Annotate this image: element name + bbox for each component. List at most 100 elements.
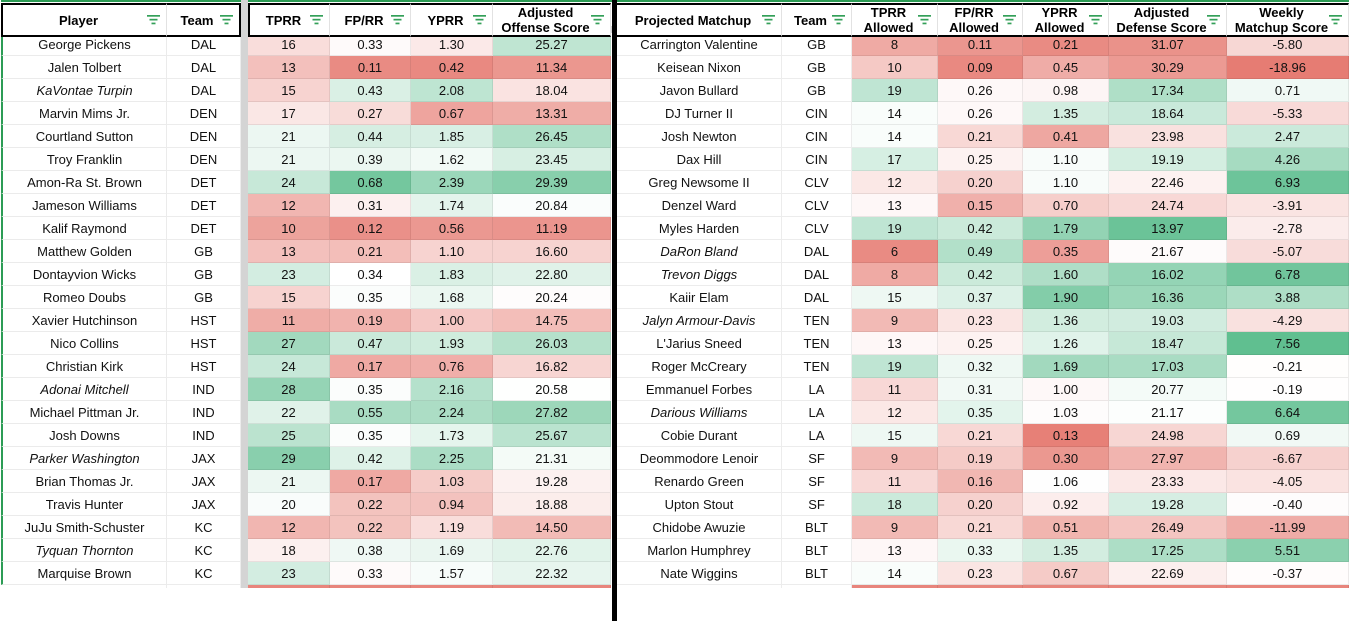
adjusted-defense-score-cell[interactable]: 18.64 [1109, 102, 1227, 125]
yprr-allowed-cell[interactable]: 0.92 [1023, 493, 1109, 516]
fp-rr-cell[interactable]: 0.43 [330, 79, 411, 102]
fp-rr-allowed-cell[interactable]: 0.25 [938, 148, 1023, 171]
weekly-matchup-score-cell[interactable]: 0.71 [1227, 79, 1349, 102]
yprr-allowed-cell[interactable]: 1.10 [1023, 171, 1109, 194]
weekly-matchup-score-cell[interactable]: 3.88 [1227, 286, 1349, 309]
tprr-allowed-cell[interactable]: 12 [852, 401, 938, 424]
filter-icon[interactable] [1003, 14, 1017, 26]
yprr-allowed-cell[interactable]: 0.67 [1023, 562, 1109, 585]
yprr-allowed-cell[interactable]: 1.79 [1023, 217, 1109, 240]
team-cell[interactable]: JAX [167, 447, 241, 470]
tprr-cell[interactable]: 24 [248, 355, 330, 378]
team-cell[interactable]: DET [167, 194, 241, 217]
weekly-matchup-score-cell[interactable]: 6.78 [1227, 263, 1349, 286]
filter-icon[interactable] [310, 14, 324, 26]
adjusted-defense-score-cell[interactable]: 17.25 [1109, 539, 1227, 562]
team-cell[interactable]: BLT [782, 539, 852, 562]
yprr-cell[interactable]: 1.03 [411, 470, 493, 493]
fp-rr-allowed-cell[interactable]: 0.37 [938, 286, 1023, 309]
adjusted-offense-score-cell[interactable]: 21.31 [493, 447, 611, 470]
adjusted-defense-score-cell[interactable]: 22.69 [1109, 562, 1227, 585]
team-cell[interactable]: GB [167, 240, 241, 263]
filter-icon[interactable] [147, 14, 161, 26]
tprr-allowed-cell[interactable]: 19 [852, 79, 938, 102]
yprr-allowed-cell[interactable]: 1.69 [1023, 355, 1109, 378]
weekly-matchup-score-cell[interactable]: -5.80 [1227, 33, 1349, 56]
yprr-cell[interactable]: 1.83 [411, 263, 493, 286]
adjusted-offense-score-cell[interactable]: 16.60 [493, 240, 611, 263]
player-name-cell[interactable]: Matthew Golden [1, 240, 167, 263]
player-name-cell[interactable]: Josh Newton [617, 125, 782, 148]
tprr-cell[interactable]: 27 [248, 332, 330, 355]
fp-rr-cell[interactable]: 0.39 [330, 148, 411, 171]
team-cell[interactable]: TEN [782, 309, 852, 332]
tprr-allowed-cell[interactable]: 11 [852, 378, 938, 401]
yprr-cell[interactable]: 2.25 [411, 447, 493, 470]
tprr-cell[interactable]: 17 [248, 102, 330, 125]
player-name-cell[interactable]: Jalyn Armour-Davis [617, 309, 782, 332]
fp-rr-cell[interactable]: 0.11 [330, 56, 411, 79]
tprr-cell[interactable]: 11 [248, 309, 330, 332]
tprr-allowed-cell[interactable]: 19 [852, 217, 938, 240]
filter-icon[interactable] [591, 14, 605, 26]
adjusted-defense-score-cell[interactable]: 19.03 [1109, 309, 1227, 332]
adjusted-offense-score-cell[interactable]: 11.34 [493, 56, 611, 79]
fp-rr-allowed-cell[interactable]: 0.21 [938, 125, 1023, 148]
filter-icon[interactable] [220, 14, 234, 26]
tprr-cell[interactable]: 21 [248, 148, 330, 171]
fp-rr-cell[interactable]: 0.21 [330, 240, 411, 263]
tprr-allowed-cell[interactable]: 17 [852, 148, 938, 171]
player-name-cell[interactable]: Deommodore Lenoir [617, 447, 782, 470]
player-name-cell[interactable]: Nico Collins [1, 332, 167, 355]
adjusted-defense-score-cell[interactable]: 16.36 [1109, 286, 1227, 309]
player-name-cell[interactable]: Trevon Diggs [617, 263, 782, 286]
player-name-cell[interactable]: Marlon Humphrey [617, 539, 782, 562]
adjusted-defense-score-cell[interactable]: 26.49 [1109, 516, 1227, 539]
player-name-cell[interactable]: Travis Hunter [1, 493, 167, 516]
fp-rr-cell[interactable]: 0.35 [330, 286, 411, 309]
team-cell[interactable]: IND [167, 378, 241, 401]
adjusted-offense-score-cell[interactable]: 25.27 [493, 33, 611, 56]
player-name-cell[interactable]: Troy Franklin [1, 148, 167, 171]
yprr-allowed-cell[interactable]: 0.21 [1023, 33, 1109, 56]
tprr-allowed-cell[interactable]: 10 [852, 56, 938, 79]
player-name-cell[interactable]: Darious Williams [617, 401, 782, 424]
adjusted-offense-score-cell[interactable]: 18.04 [493, 79, 611, 102]
filter-icon[interactable] [918, 14, 932, 26]
adjusted-offense-score-cell[interactable]: 18.88 [493, 493, 611, 516]
team-cell[interactable]: DAL [782, 240, 852, 263]
adjusted-defense-score-cell[interactable]: 27.97 [1109, 447, 1227, 470]
fp-rr-cell[interactable]: 0.35 [330, 424, 411, 447]
player-name-cell[interactable]: KaVontae Turpin [1, 79, 167, 102]
adjusted-offense-score-cell[interactable]: 14.50 [493, 516, 611, 539]
team-cell[interactable]: HST [167, 332, 241, 355]
adjusted-defense-score-cell[interactable]: 19.28 [1109, 493, 1227, 516]
adjusted-defense-score-cell[interactable]: 13.97 [1109, 217, 1227, 240]
weekly-matchup-score-cell[interactable]: 0.69 [1227, 424, 1349, 447]
yprr-cell[interactable]: 1.62 [411, 148, 493, 171]
tprr-cell[interactable]: 13 [248, 56, 330, 79]
adjusted-offense-score-cell[interactable]: 27.82 [493, 401, 611, 424]
fp-rr-cell[interactable]: 0.38 [330, 539, 411, 562]
adjusted-defense-score-cell[interactable]: 24.74 [1109, 194, 1227, 217]
player-name-cell[interactable]: Marquise Brown [1, 562, 167, 585]
fp-rr-cell[interactable]: 0.33 [330, 562, 411, 585]
player-name-cell[interactable]: Dax Hill [617, 148, 782, 171]
tprr-cell[interactable]: 23 [248, 562, 330, 585]
team-cell[interactable]: CIN [782, 148, 852, 171]
col-header-adjusted-offense-score[interactable]: Adjusted Offense Score [493, 3, 611, 37]
yprr-allowed-cell[interactable]: 0.13 [1023, 424, 1109, 447]
team-cell[interactable]: CIN [782, 125, 852, 148]
fp-rr-cell[interactable]: 0.55 [330, 401, 411, 424]
player-name-cell[interactable]: Xavier Hutchinson [1, 309, 167, 332]
fp-rr-allowed-cell[interactable]: 0.21 [938, 516, 1023, 539]
yprr-cell[interactable]: 0.67 [411, 102, 493, 125]
adjusted-offense-score-cell[interactable]: 13.31 [493, 102, 611, 125]
fp-rr-cell[interactable]: 0.17 [330, 470, 411, 493]
player-name-cell[interactable]: Dontayvion Wicks [1, 263, 167, 286]
col-header-player[interactable]: Player [1, 3, 167, 37]
player-name-cell[interactable]: DaRon Bland [617, 240, 782, 263]
yprr-allowed-cell[interactable]: 1.36 [1023, 309, 1109, 332]
weekly-matchup-score-cell[interactable]: -18.96 [1227, 56, 1349, 79]
fp-rr-allowed-cell[interactable]: 0.32 [938, 355, 1023, 378]
